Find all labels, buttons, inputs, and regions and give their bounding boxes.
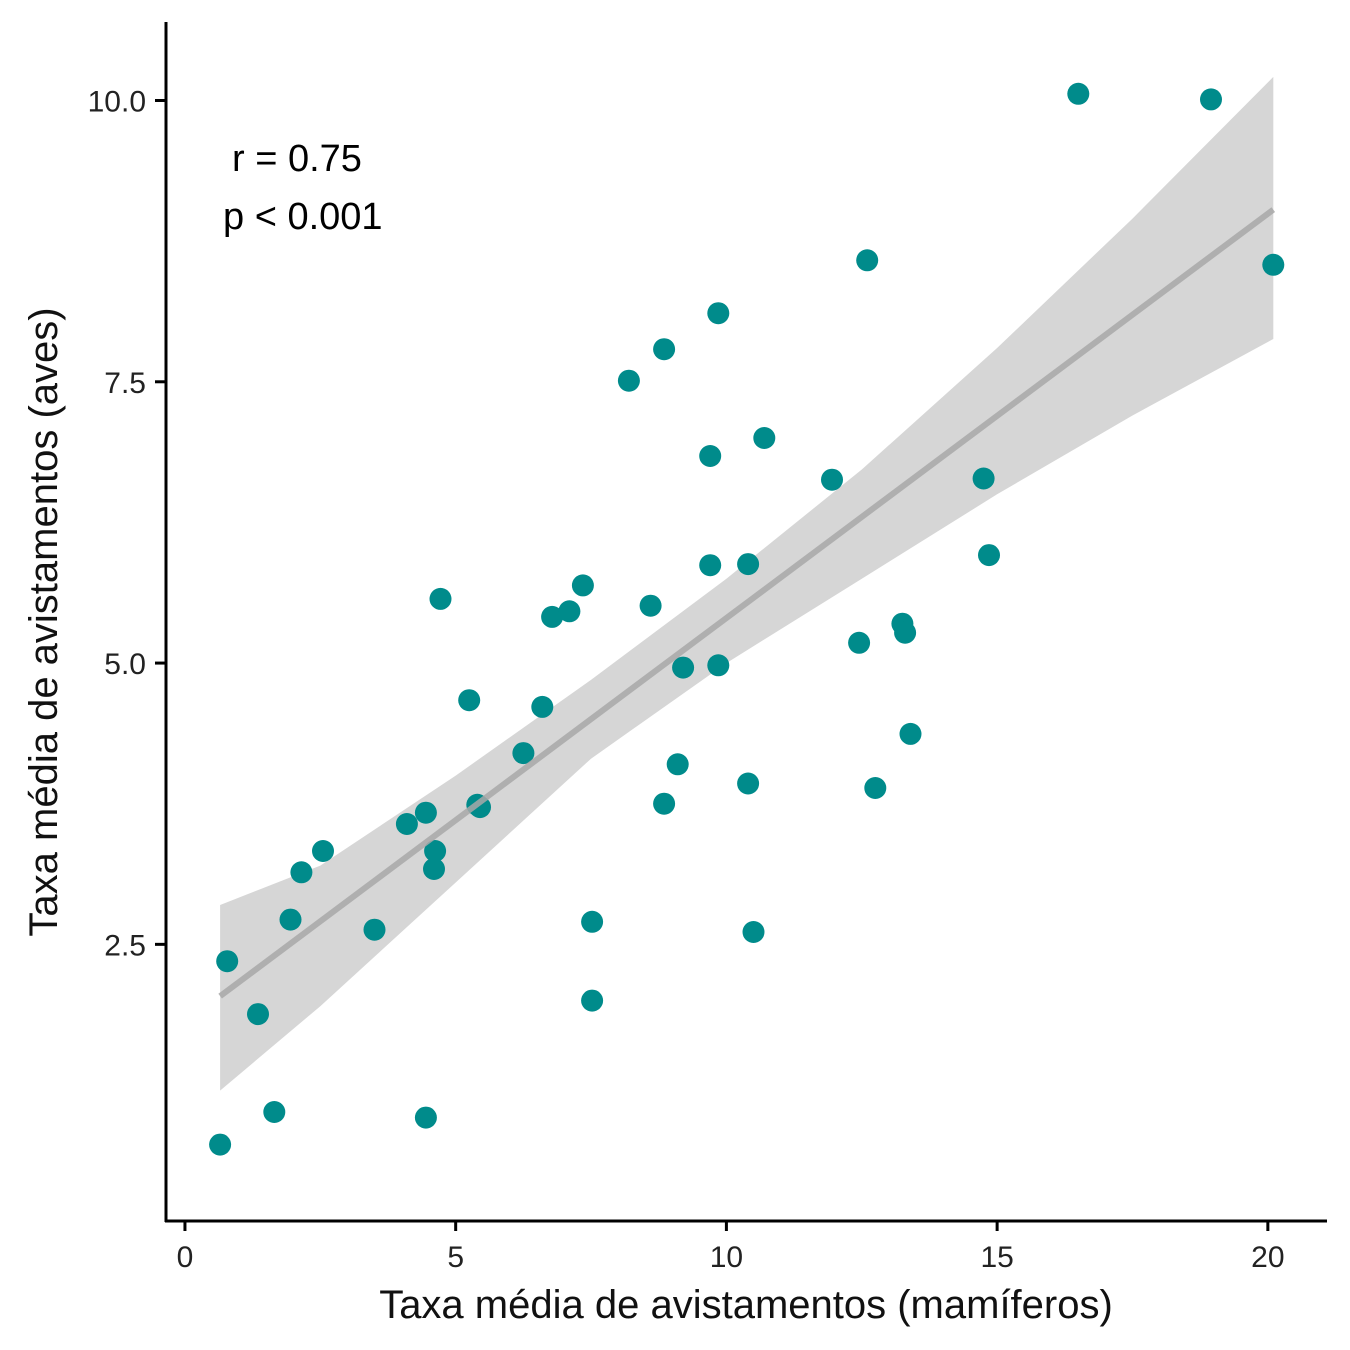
data-point-48 [1067,82,1090,105]
data-point-32 [699,554,722,577]
y-axis-title: Taxa média de avistamentos (aves) [22,307,66,936]
data-point-24 [581,989,604,1012]
data-point-23 [581,910,604,933]
data-point-14 [429,587,452,610]
regression-line [218,207,1276,999]
data-point-50 [1262,253,1285,276]
data-point-26 [639,594,662,617]
data-point-2 [216,950,239,973]
data-point-8 [363,918,386,941]
x-tick-label: 10 [710,1241,743,1274]
annotations: r = 0.75 p < 0.001 [223,138,383,238]
data-point-33 [707,302,730,325]
data-point-47 [978,544,1000,567]
data-point-40 [848,631,871,654]
data-point-27 [653,338,676,361]
x-axis-title: Taxa média de avistamentos (mamíferos) [379,1283,1113,1327]
data-point-9 [395,813,418,835]
data-point-36 [737,772,760,795]
correlation-annotation: r = 0.75 [232,138,362,180]
p-value-annotation: p < 0.001 [223,196,383,238]
axes: 0 5 10 15 20 2.5 5.0 7.5 10.0 [88,22,1327,1274]
data-point-15 [458,689,481,712]
data-point-20 [541,605,564,628]
x-tick-label: 0 [177,1241,194,1274]
data-point-49 [1200,88,1222,111]
data-point-12 [423,858,445,880]
data-point-5 [279,908,302,931]
data-point-11 [414,1106,437,1129]
data-point-37 [742,921,765,943]
data-point-21 [558,600,581,623]
y-tick-label: 2.5 [104,929,146,962]
data-point-25 [617,369,640,392]
data-point-4 [263,1101,286,1123]
data-point-7 [312,840,334,862]
data-point-30 [672,656,695,679]
data-point-41 [856,249,879,272]
data-point-46 [972,467,995,490]
y-tick-label: 10.0 [88,86,146,119]
data-point-42 [864,777,887,799]
y-tick-label: 5.0 [104,648,146,681]
data-point-34 [707,654,730,677]
data-point-1 [209,1133,232,1156]
data-point-31 [699,445,722,467]
data-point-44 [894,621,917,644]
data-point-3 [247,1003,269,1026]
data-point-19 [531,695,554,718]
x-tick-label: 15 [980,1241,1013,1274]
confidence-band [220,76,1274,1091]
x-tick-label: 5 [447,1241,464,1274]
data-point-39 [821,468,843,491]
data-point-10 [414,801,437,824]
data-point-18 [512,742,535,765]
y-tick-label: 7.5 [104,367,146,400]
data-point-22 [571,574,594,597]
data-point-6 [290,861,313,884]
data-point-45 [899,722,922,745]
data-point-38 [753,427,776,449]
data-point-28 [653,792,676,815]
data-point-13 [424,840,447,862]
data-point-35 [737,553,760,576]
data-point-29 [666,753,689,776]
plot-area [209,76,1285,1156]
x-tick-label: 20 [1251,1241,1284,1274]
